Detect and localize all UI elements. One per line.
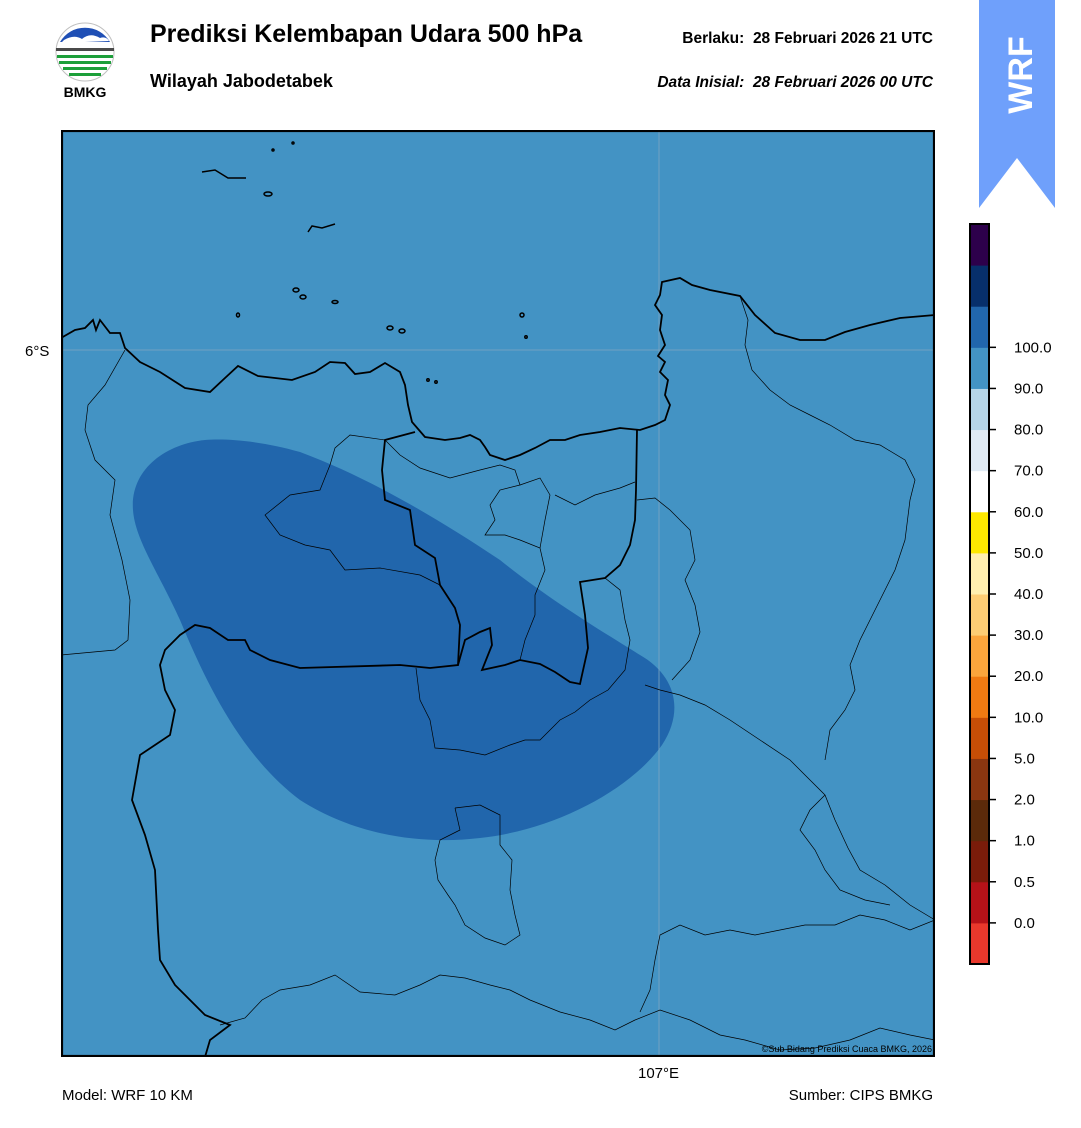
humidity-map: ©Sub Bidang Prediksi Cuaca BMKG, 2026 xyxy=(61,130,935,1057)
longitude-label: 107°E xyxy=(638,1065,680,1082)
page-title: Prediksi Kelembapan Udara 500 hPa xyxy=(150,20,583,48)
map-copyright: ©Sub Bidang Prediksi Cuaca BMKG, 2026 xyxy=(762,1044,932,1054)
colorbar-tick-label: 10.0 xyxy=(1014,709,1043,726)
colorbar-swatch xyxy=(970,717,989,759)
model-label: Model: WRF 10 KM xyxy=(62,1087,193,1104)
latitude-label: 6°S xyxy=(25,343,50,360)
colorbar-frame xyxy=(969,223,990,965)
colorbar-tick-label: 70.0 xyxy=(1014,463,1043,480)
colorbar-swatch xyxy=(970,388,989,431)
colorbar-tick-label: 0.0 xyxy=(1014,915,1035,932)
colorbar-tick-label: 30.0 xyxy=(1014,627,1043,644)
wrf-badge: WRF xyxy=(979,0,1055,208)
colorbar-swatch xyxy=(970,840,989,883)
district-boundaries xyxy=(61,295,935,1051)
colorbar-tick-label: 1.0 xyxy=(1014,833,1035,850)
colorbar-tick-label: 90.0 xyxy=(1014,380,1043,397)
colorbar-swatch xyxy=(970,594,989,636)
colorbar-swatch xyxy=(970,306,989,348)
colorbar-tick-label: 0.5 xyxy=(1014,874,1035,891)
colorbar-swatch xyxy=(970,799,989,842)
logo-text: BMKG xyxy=(64,84,107,100)
colorbar-tick-label: 20.0 xyxy=(1014,668,1043,685)
bmkg-logo-icon: BMKG xyxy=(55,22,115,100)
colorbar-tick-label: 2.0 xyxy=(1014,792,1035,809)
colorbar-ticks: 0.0 0.5 1.0 2.0 5.0 10.0 20.0 30.0 40.0 50.0 60.0 7… xyxy=(989,339,1052,932)
colorbar: 0.0 0.5 1.0 2.0 5.0 10.0 20.0 30.0 40.0 50.0 60.0 7… xyxy=(969,223,1052,965)
valid-time: 28 Februari 2026 21 UTC xyxy=(752,30,933,47)
colorbar-swatch xyxy=(970,429,989,472)
province-boundary-banten-jakarta xyxy=(131,431,461,1057)
init-time-line: Data Inisial: 28 Februari 2026 00 UTC xyxy=(657,74,933,92)
colorbar-swatch xyxy=(970,758,989,801)
init-time: 28 Februari 2026 00 UTC xyxy=(752,74,933,91)
map-frame xyxy=(61,130,935,1057)
colorbar-swatch xyxy=(970,676,989,718)
source-label: Sumber: CIPS BMKG xyxy=(788,1087,933,1104)
colorbar-swatch xyxy=(970,224,989,266)
colorbar-swatches xyxy=(970,224,989,965)
colorbar-tick-label: 5.0 xyxy=(1014,750,1035,767)
wrf-badge-shape xyxy=(979,0,1055,208)
province-boundary-jakarta-jabar xyxy=(457,429,638,686)
region-subtitle: Wilayah Jabodetabek xyxy=(150,71,333,91)
colorbar-swatch xyxy=(970,552,989,595)
valid-time-line: Berlaku: 28 Februari 2026 21 UTC xyxy=(682,30,933,48)
colorbar-swatch xyxy=(970,265,989,307)
colorbar-tick-label: 80.0 xyxy=(1014,422,1043,439)
colorbar-tick-label: 60.0 xyxy=(1014,504,1043,521)
colorbar-swatch xyxy=(970,635,989,677)
islands xyxy=(201,141,528,384)
colorbar-swatch xyxy=(970,881,989,924)
colorbar-swatch xyxy=(970,511,989,554)
colorbar-swatch xyxy=(970,470,989,513)
init-label: Data Inisial: xyxy=(657,74,745,91)
colorbar-tick-label: 40.0 xyxy=(1014,586,1043,603)
colorbar-swatch xyxy=(970,347,989,389)
colorbar-tick-label: 100.0 xyxy=(1014,339,1052,356)
coastline xyxy=(61,277,935,461)
wrf-badge-text: WRF xyxy=(1002,36,1040,113)
valid-label: Berlaku: xyxy=(682,30,745,47)
colorbar-swatch xyxy=(970,922,989,965)
colorbar-tick-label: 50.0 xyxy=(1014,545,1043,562)
